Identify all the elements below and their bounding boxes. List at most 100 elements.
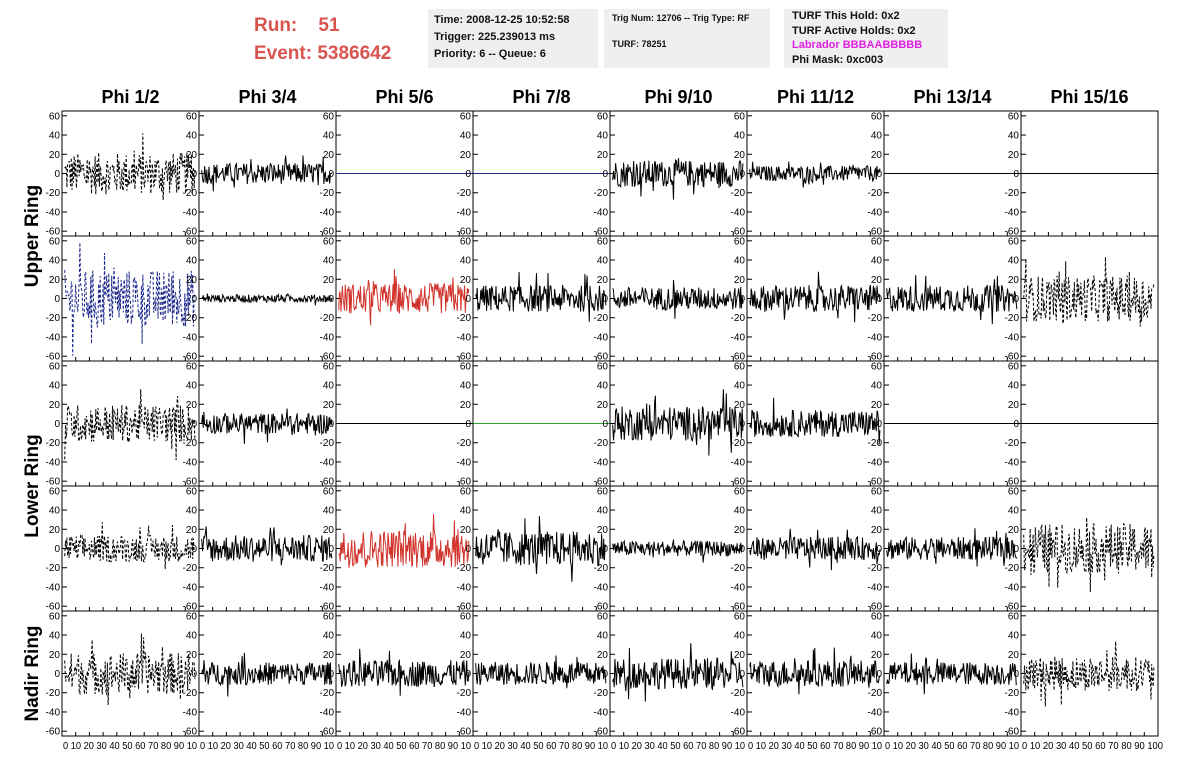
- y-tick-label: -20: [457, 188, 472, 199]
- trigger-info-box: Trig Num: 12706 -- Trig Type: RF TURF: 7…: [604, 9, 770, 68]
- y-tick-label: -60: [731, 477, 746, 488]
- y-tick-label: 0: [465, 669, 471, 680]
- y-tick-label: -60: [1005, 602, 1020, 613]
- y-tick-label: 40: [597, 506, 609, 517]
- waveform-trace: [749, 397, 881, 445]
- y-tick-label: 40: [323, 131, 335, 142]
- y-tick-label: 0: [54, 294, 60, 305]
- waveform-trace: [475, 655, 607, 689]
- y-tick-label: 40: [186, 506, 198, 517]
- y-tick-label: 20: [597, 650, 609, 661]
- y-tick-label: 60: [323, 236, 335, 247]
- y-tick-label: 40: [597, 631, 609, 642]
- y-tick-label: -20: [868, 688, 883, 699]
- y-tick-label: 20: [1008, 150, 1020, 161]
- y-tick-label: 60: [1008, 486, 1020, 497]
- y-tick-label: 20: [597, 400, 609, 411]
- y-tick-label: 20: [460, 400, 472, 411]
- y-tick-label: -60: [183, 602, 198, 613]
- panel-frame: [472, 485, 611, 612]
- y-tick-label: -60: [183, 227, 198, 238]
- y-tick-label: 60: [460, 486, 472, 497]
- y-tick-label: 40: [871, 631, 883, 642]
- y-tick-label: 0: [465, 419, 471, 430]
- y-tick-label: 40: [186, 131, 198, 142]
- y-tick-label: 20: [871, 650, 883, 661]
- x-tick-label-row: 0 10 20 30 40 50 60 70 80 90 10: [200, 741, 334, 752]
- y-tick-label: -40: [46, 332, 61, 343]
- y-tick-label: -20: [46, 188, 61, 199]
- y-tick-label: 40: [186, 631, 198, 642]
- y-tick-label: 20: [1008, 275, 1020, 286]
- y-tick-label: 60: [186, 236, 198, 247]
- y-tick-label: -40: [46, 457, 61, 468]
- y-tick-label: -20: [183, 438, 198, 449]
- y-tick-label: 20: [323, 275, 335, 286]
- y-tick-label: 60: [597, 611, 609, 622]
- y-tick-label: 60: [871, 111, 883, 122]
- y-tick-label: 60: [460, 111, 472, 122]
- y-tick-label: 20: [460, 525, 472, 536]
- y-tick-label: -20: [46, 688, 61, 699]
- y-tick-label: 40: [49, 256, 61, 267]
- y-tick-label: 0: [876, 294, 882, 305]
- y-tick-label: -20: [320, 563, 335, 574]
- y-tick-label: -60: [320, 727, 335, 738]
- y-tick-label: -40: [183, 457, 198, 468]
- waveform-trace: [749, 528, 881, 571]
- waveform-trace: [201, 155, 333, 192]
- y-tick-label: 40: [460, 506, 472, 517]
- waveform-trace: [749, 271, 881, 323]
- y-tick-label: 60: [871, 486, 883, 497]
- y-tick-label: 20: [323, 525, 335, 536]
- y-tick-label: 20: [734, 525, 746, 536]
- x-tick-label-row: 0 10 20 30 40 50 60 70 80 90 10: [63, 741, 197, 752]
- y-tick-label: -60: [320, 477, 335, 488]
- y-tick-label: 40: [323, 256, 335, 267]
- column-header: Phi 3/4: [238, 87, 296, 107]
- turf-info-box: TURF This Hold: 0x2 TURF Active Holds: 0…: [784, 9, 948, 68]
- y-tick-label: 0: [191, 669, 197, 680]
- y-tick-label: 0: [328, 169, 334, 180]
- y-tick-label: 60: [186, 611, 198, 622]
- y-tick-label: -60: [731, 227, 746, 238]
- waveform-trace: [612, 539, 744, 563]
- y-tick-label: 60: [1008, 361, 1020, 372]
- y-tick-label: 0: [191, 169, 197, 180]
- y-tick-label: -20: [183, 188, 198, 199]
- y-tick-label: -20: [457, 438, 472, 449]
- y-tick-label: -20: [731, 313, 746, 324]
- y-tick-label: 0: [54, 169, 60, 180]
- turf-text: TURF: 78251: [612, 39, 667, 49]
- y-tick-label: 20: [186, 150, 198, 161]
- y-tick-label: -60: [457, 727, 472, 738]
- y-tick-label: 20: [186, 400, 198, 411]
- y-tick-label: 60: [597, 111, 609, 122]
- y-tick-label: 60: [1008, 236, 1020, 247]
- panel-frame: [61, 360, 200, 487]
- y-tick-label: -40: [594, 457, 609, 468]
- y-tick-label: -60: [594, 602, 609, 613]
- y-tick-label: -60: [1005, 227, 1020, 238]
- y-tick-label: 40: [323, 506, 335, 517]
- y-tick-label: 20: [186, 650, 198, 661]
- y-tick-label: 60: [597, 486, 609, 497]
- waveform-trace: [1023, 641, 1155, 707]
- y-tick-label: -60: [731, 352, 746, 363]
- y-tick-label: -40: [1005, 707, 1020, 718]
- time-info-box: Time: 2008-12-25 10:52:58 Trigger: 225.2…: [428, 9, 598, 68]
- y-tick-label: 0: [602, 419, 608, 430]
- y-tick-label: 60: [1008, 111, 1020, 122]
- x-tick-label-row: 0 10 20 30 40 50 60 70 80 90 10: [748, 741, 882, 752]
- y-tick-label: -20: [457, 688, 472, 699]
- y-tick-label: 20: [49, 275, 61, 286]
- y-tick-label: 60: [871, 236, 883, 247]
- y-tick-label: -60: [183, 727, 198, 738]
- y-tick-label: 0: [328, 544, 334, 555]
- y-tick-label: 0: [739, 544, 745, 555]
- y-tick-label: -40: [731, 582, 746, 593]
- y-tick-label: -40: [320, 582, 335, 593]
- y-tick-label: 0: [465, 544, 471, 555]
- waveform-trace: [201, 526, 333, 566]
